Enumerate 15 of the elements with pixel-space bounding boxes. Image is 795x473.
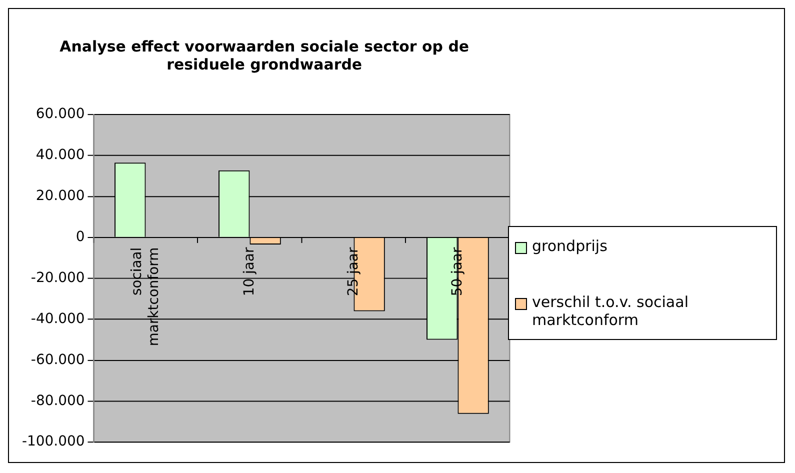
x-tick-label: 10 jaar [241,247,258,296]
y-tick-label: 0 [76,229,85,245]
x-tick-label: sociaal marktconform [128,247,162,346]
legend-label: grondprijs [532,237,608,255]
y-tick-label: -100.000 [22,434,85,450]
y-tick-label: -40.000 [30,310,85,327]
y-tick-label: 40.000 [36,147,85,164]
chart-title: Analyse effect voorwaarden sociale sector op de residuele grondwaarde [60,38,470,74]
x-tick-label: 25 jaar [345,247,362,296]
legend-label: verschil t.o.v. sociaal marktconform [532,293,690,329]
y-tick-label: 20.000 [36,188,85,204]
y-tick-label: -20.000 [30,270,85,286]
y-tick-label: -60.000 [30,352,85,368]
y-tick-label: -80.000 [30,392,85,409]
y-tick-label: 60.000 [36,106,85,122]
